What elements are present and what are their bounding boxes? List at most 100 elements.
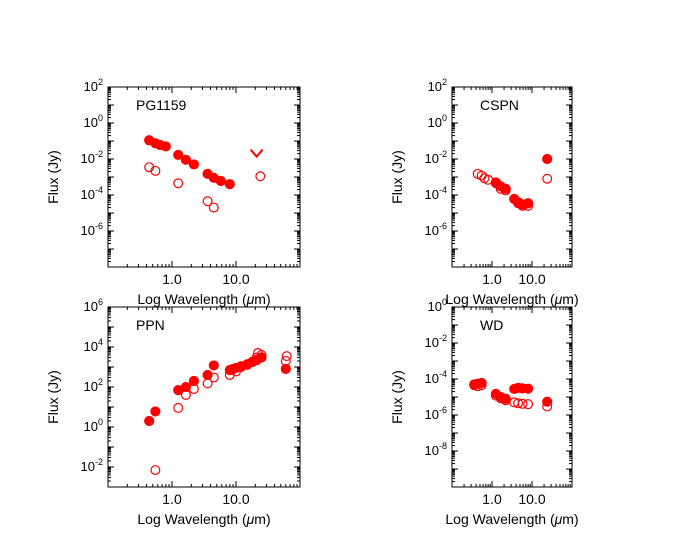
data-point-open: [281, 351, 292, 362]
y-tick-exponent: 2: [98, 377, 103, 387]
data-point-filled: [280, 363, 291, 375]
x-axis-label-main: Log Wavelength (: [445, 291, 555, 307]
x-tick-label: 10.0: [222, 271, 249, 287]
y-tick-exponent: -4: [95, 185, 103, 195]
y-tick-base: 10: [84, 299, 98, 314]
x-tick-label: 10.0: [518, 271, 545, 287]
data-point-open: [542, 401, 553, 412]
y-tick-base: 10: [425, 371, 439, 386]
data-point-open: [173, 178, 184, 189]
y-tick-label: 10-6: [425, 405, 447, 422]
data-point-open: [490, 390, 501, 401]
data-point-open: [542, 173, 553, 184]
x-axis-label-unit: m): [562, 291, 578, 307]
y-tick-base: 10: [425, 407, 439, 422]
upper-limit-marker: [249, 148, 264, 159]
panel-title: CSPN: [480, 97, 519, 113]
data-point-open: [202, 196, 213, 207]
x-axis-label: Log Wavelength (μm): [137, 511, 270, 527]
y-tick-base: 10: [425, 223, 439, 238]
x-tick-label: 1.0: [482, 271, 502, 287]
x-tick-label: 1.0: [162, 271, 182, 287]
x-axis-label: Log Wavelength (μm): [445, 511, 578, 527]
y-tick-label: 10-4: [81, 185, 103, 202]
y-tick-base: 10: [81, 223, 95, 238]
y-tick-exponent: -2: [95, 149, 103, 159]
data-point-open: [476, 380, 487, 391]
data-point-filled: [188, 159, 200, 170]
panel-title: WD: [480, 317, 503, 333]
data-point-open: [150, 165, 161, 176]
y-tick-label: 10-4: [425, 185, 447, 202]
y-tick-exponent: 0: [98, 113, 103, 123]
x-axis-label-unit: m): [562, 511, 578, 527]
y-tick-label: 102: [84, 377, 103, 394]
y-tick-label: 10-2: [425, 333, 447, 350]
x-axis-label-unit: m): [254, 291, 270, 307]
y-tick-base: 10: [84, 339, 98, 354]
y-tick-exponent: -2: [95, 457, 103, 467]
x-axis-label-main: Log Wavelength (: [137, 291, 247, 307]
y-tick-label: 102: [84, 77, 103, 94]
x-axis-label-main: Log Wavelength (: [445, 511, 555, 527]
data-point-open: [208, 202, 219, 213]
y-tick-exponent: 0: [98, 417, 103, 427]
y-tick-exponent: 2: [442, 77, 447, 87]
data-point-filled: [215, 175, 226, 187]
y-tick-base: 10: [425, 443, 439, 458]
x-tick-label: 1.0: [482, 491, 502, 507]
data-point-open: [500, 185, 511, 196]
data-point-open: [523, 200, 534, 211]
y-axis-label: Flux (Jy): [389, 150, 405, 204]
y-tick-exponent: -6: [95, 221, 103, 231]
panel-title: PG1159: [136, 97, 187, 113]
plot-frame: [451, 86, 573, 268]
y-tick-base: 10: [425, 187, 439, 202]
y-tick-base: 10: [84, 419, 98, 434]
data-point-filled: [180, 381, 192, 393]
x-tick-label: 1.0: [162, 491, 182, 507]
panel-title: PPN: [136, 317, 165, 333]
y-tick-label: 100: [84, 417, 103, 434]
data-point-filled: [523, 383, 534, 394]
y-tick-label: 100: [428, 297, 447, 314]
y-tick-label: 106: [84, 297, 103, 314]
y-tick-base: 10: [428, 79, 442, 94]
x-axis-label-mu: μ: [246, 511, 255, 527]
y-axis-label: Flux (Jy): [45, 370, 61, 424]
y-tick-label: 104: [84, 337, 103, 354]
y-tick-base: 10: [81, 459, 95, 474]
x-axis-label: Log Wavelength (μm): [137, 291, 270, 307]
y-tick-base: 10: [81, 151, 95, 166]
plot-frame: [451, 306, 573, 488]
x-tick-label: 10.0: [222, 491, 249, 507]
y-tick-exponent: -2: [439, 149, 447, 159]
x-tick-label: 10.0: [518, 491, 545, 507]
data-point-open: [280, 355, 291, 366]
x-axis-label-unit: m): [254, 511, 270, 527]
data-point-open: [180, 389, 191, 400]
data-point-filled: [224, 179, 235, 190]
y-tick-base: 10: [81, 187, 95, 202]
x-axis-label-main: Log Wavelength (: [137, 511, 247, 527]
y-tick-base: 10: [425, 151, 439, 166]
y-tick-base: 10: [84, 79, 98, 94]
y-tick-base: 10: [84, 115, 98, 130]
data-point-open: [173, 402, 184, 413]
data-point-open: [513, 398, 524, 409]
y-tick-base: 10: [428, 299, 442, 314]
y-tick-exponent: -6: [439, 221, 447, 231]
data-point-filled: [208, 360, 219, 371]
data-point-open: [202, 378, 213, 389]
data-point-filled: [150, 406, 161, 417]
y-tick-label: 10-2: [81, 457, 103, 474]
y-tick-label: 10-8: [425, 441, 447, 458]
y-tick-exponent: 0: [442, 113, 447, 123]
y-axis-label: Flux (Jy): [389, 370, 405, 424]
data-point-filled: [523, 198, 534, 209]
x-axis-label: Log Wavelength (μm): [445, 291, 578, 307]
data-point-filled: [188, 375, 200, 387]
